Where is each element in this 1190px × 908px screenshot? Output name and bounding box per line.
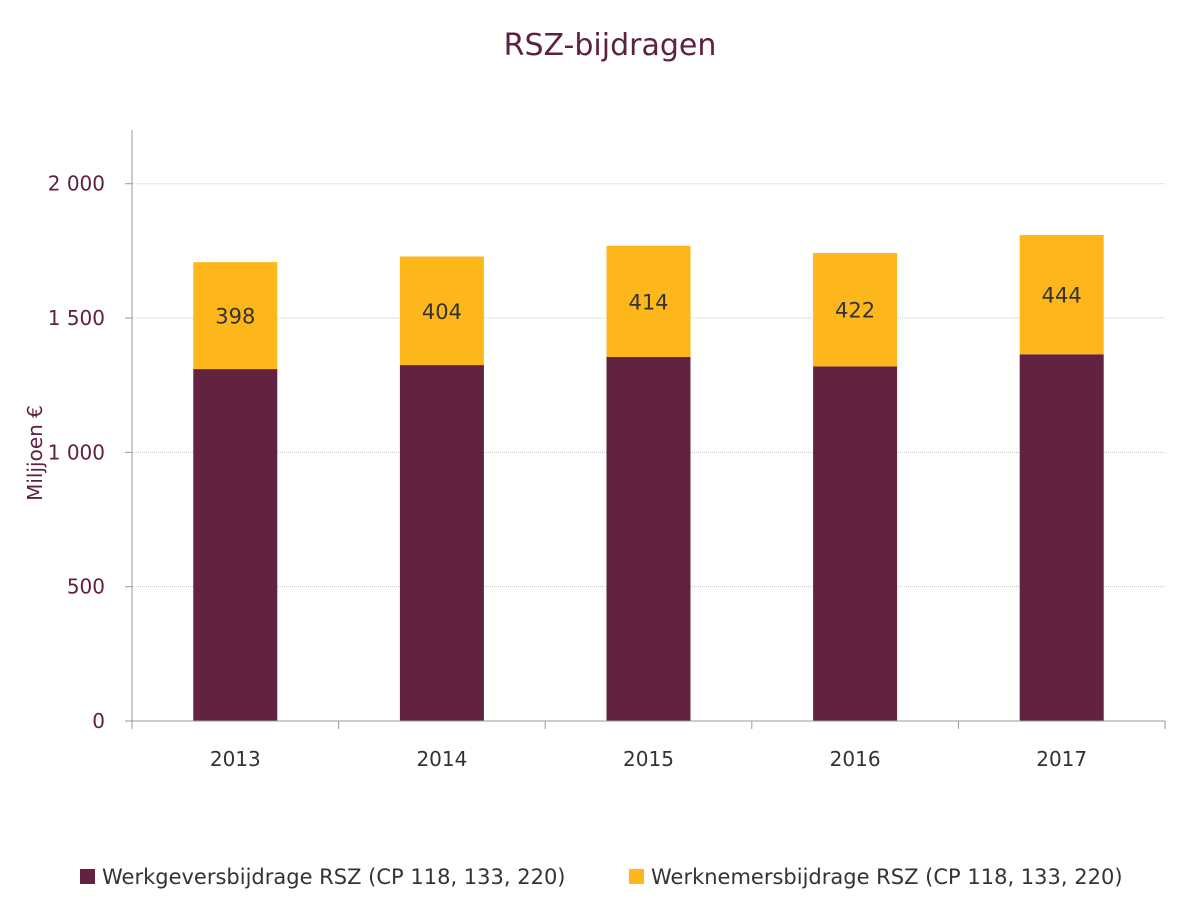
y-tick-label: 2 000 xyxy=(48,172,105,196)
x-tick-label: 2015 xyxy=(623,747,674,771)
data-label: 444 xyxy=(1042,284,1082,308)
bar-segment xyxy=(193,262,278,370)
bars: 398 404 414 422 444 xyxy=(193,235,1104,721)
bar-segment xyxy=(1019,235,1104,355)
legend-swatch xyxy=(80,869,95,884)
data-label: 422 xyxy=(835,299,875,323)
legend-label: Werkgeversbijdrage RSZ (CP 118, 133, 220… xyxy=(102,865,566,889)
x-axis: 2013 2014 2015 2016 2017 xyxy=(131,720,1166,771)
data-label: 414 xyxy=(628,290,668,314)
y-tick-label: 500 xyxy=(67,575,105,599)
y-axis-label: Miljjoen € xyxy=(23,405,47,501)
y-tick-label: 1 000 xyxy=(48,440,105,464)
legend-swatch xyxy=(629,869,644,884)
bar-segment xyxy=(1019,354,1104,721)
data-label: 404 xyxy=(422,300,462,324)
y-tick-label: 0 xyxy=(92,709,105,733)
bar-segment xyxy=(813,253,898,367)
x-tick-label: 2017 xyxy=(1036,747,1087,771)
x-tick-label: 2014 xyxy=(416,747,467,771)
x-tick-label: 2016 xyxy=(830,747,881,771)
bar-segment xyxy=(399,365,484,721)
bar-segment xyxy=(193,369,278,721)
y-tick-label: 1 500 xyxy=(48,306,105,330)
data-label: 398 xyxy=(215,305,255,329)
bar-segment xyxy=(813,366,898,721)
bar-segment xyxy=(606,356,691,721)
legend: Werkgeversbijdrage RSZ (CP 118, 133, 220… xyxy=(80,865,1123,889)
bar-segment xyxy=(399,256,484,366)
x-tick-label: 2013 xyxy=(210,747,261,771)
legend-label: Werknemersbijdrage RSZ (CP 118, 133, 220… xyxy=(651,865,1123,889)
y-axis: 0 500 1 000 1 500 2 000 xyxy=(48,130,133,733)
bar-segment xyxy=(606,245,691,357)
chart-title: RSZ-bijdragen xyxy=(504,28,717,63)
